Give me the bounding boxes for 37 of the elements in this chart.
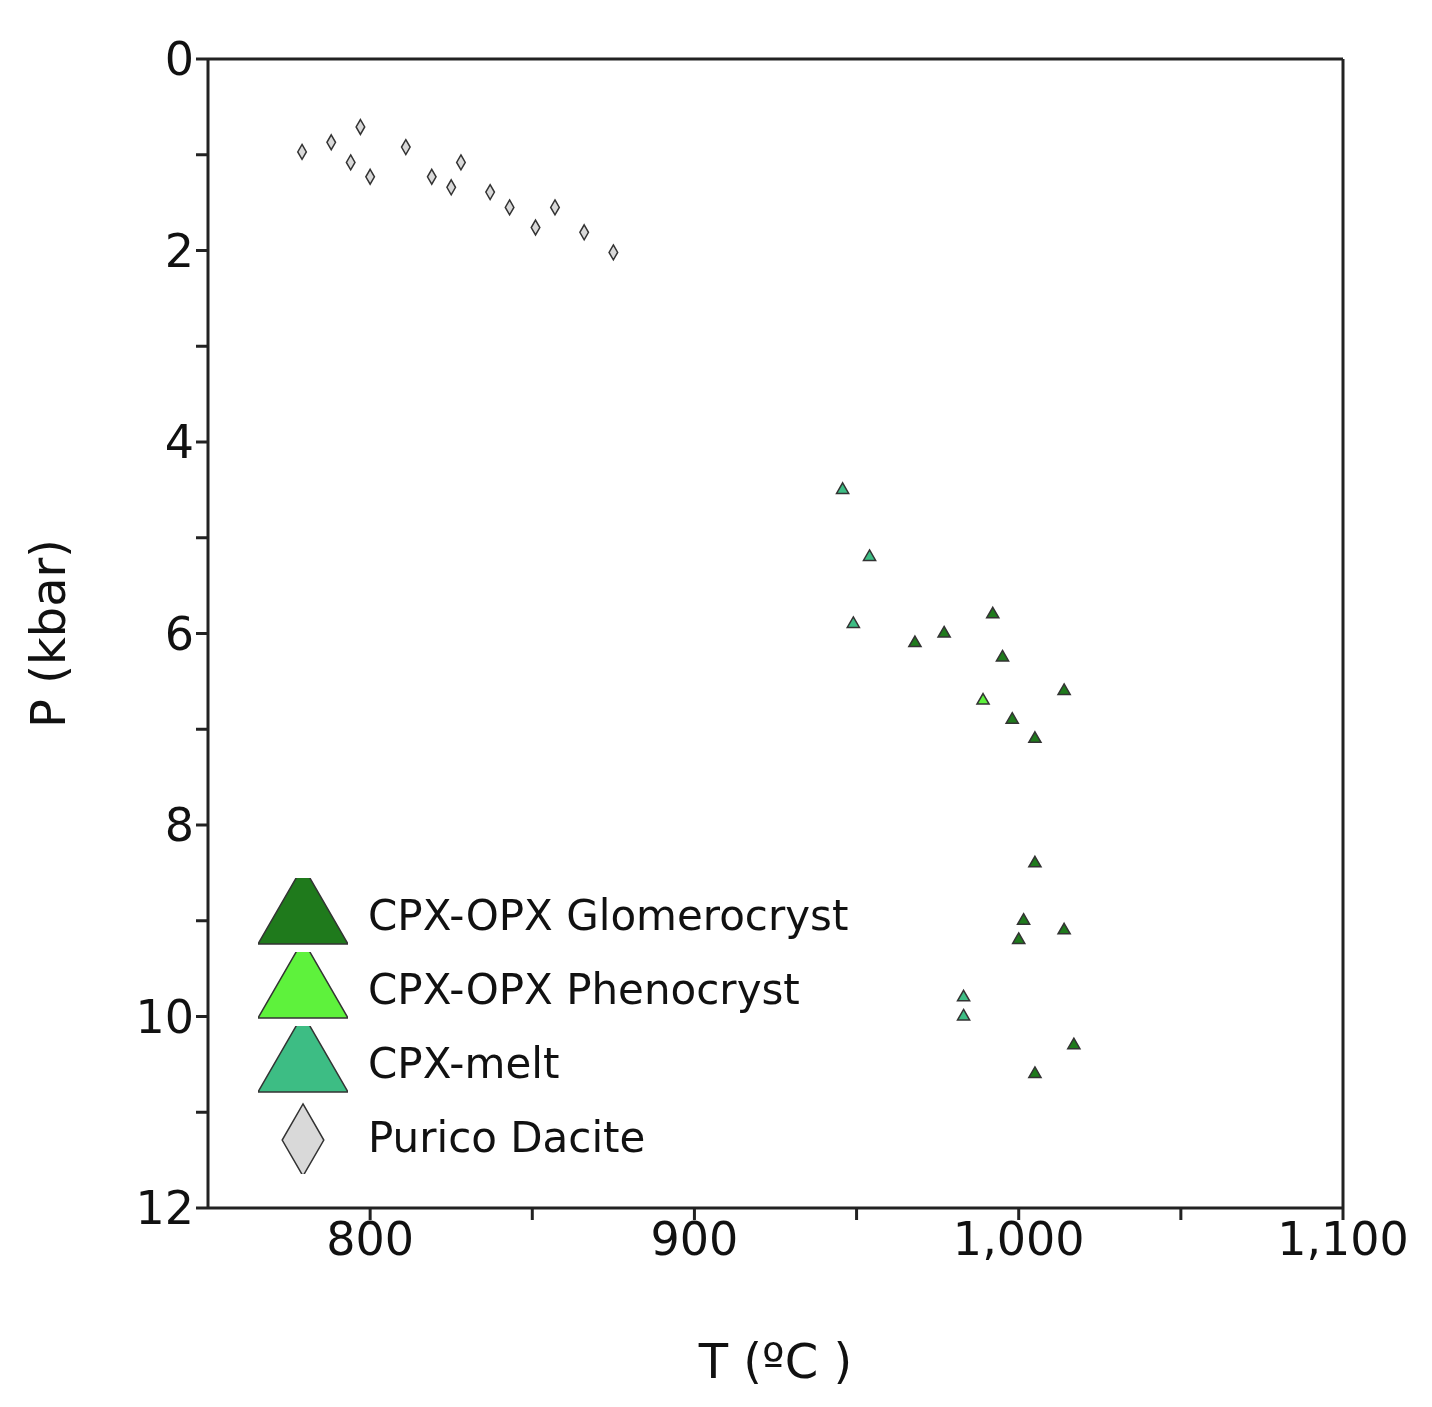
point	[1028, 731, 1042, 744]
point	[956, 989, 971, 1002]
x-tick-label: 900	[650, 1211, 739, 1266]
point	[1067, 1037, 1081, 1050]
legend-label: CPX-OPX Glomerocryst	[368, 890, 849, 940]
x-axis-title: T (ºC )	[697, 1333, 853, 1389]
point	[1028, 855, 1042, 868]
point	[937, 625, 951, 638]
point	[956, 1008, 971, 1021]
point	[835, 482, 850, 495]
point	[862, 549, 877, 562]
y-axis-title: P (kbar)	[20, 538, 77, 729]
point	[1005, 711, 1020, 724]
x-tick-label: 800	[326, 1211, 415, 1266]
point	[1028, 1066, 1042, 1079]
y-tick-label: 2	[164, 223, 194, 278]
point	[549, 199, 561, 216]
legend-label: Purico Dacite	[368, 1112, 646, 1162]
y-tick-label: 4	[164, 415, 194, 470]
point	[1011, 932, 1026, 945]
y-tick-label: 12	[135, 1181, 194, 1236]
point	[985, 606, 1000, 619]
x-tick-label: 1,000	[952, 1211, 1085, 1266]
point	[1057, 922, 1071, 935]
point	[846, 616, 861, 629]
legend-label: CPX-OPX Phenocryst	[368, 964, 800, 1014]
y-tick-label: 8	[164, 798, 194, 853]
legend-label: CPX-melt	[368, 1038, 560, 1088]
y-tick-label: 0	[164, 32, 194, 87]
point	[976, 692, 990, 705]
y-tick-label: 6	[164, 606, 194, 661]
point	[1016, 912, 1031, 926]
point	[908, 635, 922, 648]
y-tick-label: 10	[135, 989, 194, 1044]
point	[1057, 683, 1071, 696]
point	[995, 649, 1010, 662]
x-tick-label: 1,100	[1277, 1211, 1409, 1266]
